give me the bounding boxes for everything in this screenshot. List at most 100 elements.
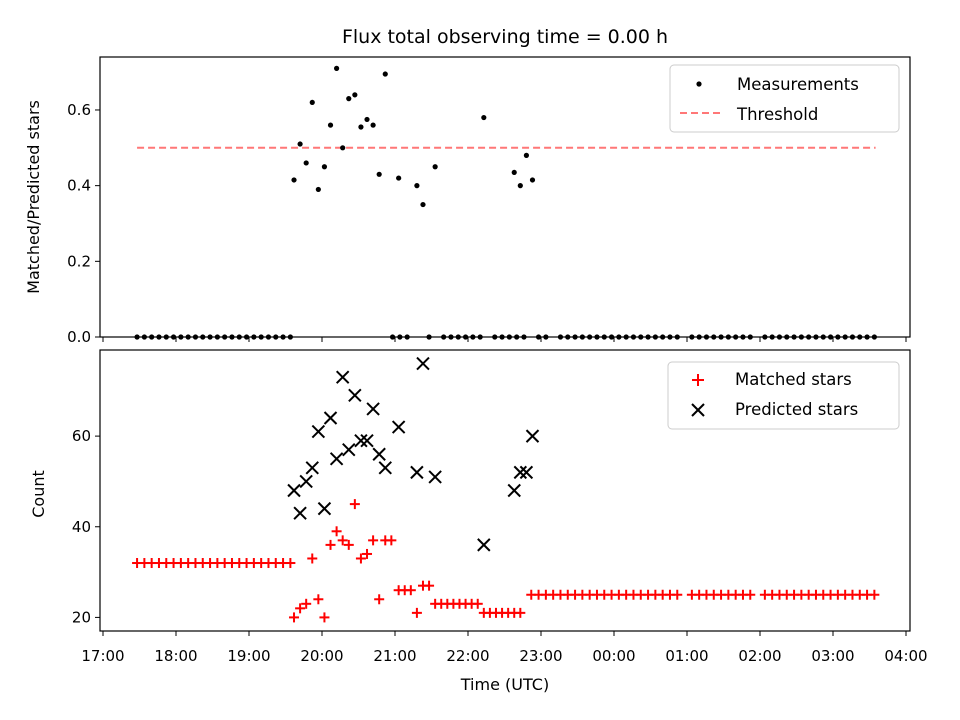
measurement-point [346, 96, 352, 102]
matched-point [362, 548, 373, 559]
predicted-point [372, 447, 386, 461]
predicted-marker-b [513, 465, 528, 480]
predicted-marker-b [305, 461, 319, 475]
matched-point [405, 585, 416, 596]
x-tick-label: 22:00 [446, 647, 489, 665]
predicted-point [366, 402, 380, 416]
matched-point [472, 598, 483, 609]
predicted-marker-b [428, 470, 442, 484]
predicted-marker-b [519, 465, 534, 480]
x-tick-label: 02:00 [738, 647, 781, 665]
predicted-marker-b [348, 388, 362, 403]
x-tick-label: 01:00 [665, 647, 708, 665]
predicted-point [305, 461, 319, 475]
matched-point [424, 580, 435, 591]
predicted-marker-b [317, 501, 332, 516]
matched-point [331, 526, 342, 537]
matched-point [411, 607, 422, 618]
top-axes-frame [99, 56, 911, 338]
measurement-point [511, 169, 517, 176]
matched-point [289, 612, 300, 623]
predicted-point [293, 506, 307, 520]
predicted-marker-b [354, 433, 368, 448]
predicted-marker-b [416, 356, 430, 371]
x-axis-label: Time (UTC) [460, 675, 549, 694]
predicted-marker-b [410, 465, 424, 480]
x-tick-label: 17:00 [81, 647, 124, 665]
measurement-point [376, 171, 382, 177]
predicted-point [329, 452, 344, 466]
matched-point [672, 589, 683, 600]
top-y-tick-label: 0.6 [67, 101, 91, 119]
measurement-point [352, 92, 358, 98]
predicted-point [410, 465, 424, 480]
predicted-point [477, 538, 491, 552]
legend-measurements-label: Measurements [737, 75, 859, 94]
matched-point [319, 612, 330, 623]
x-tick-label: 21:00 [373, 647, 416, 665]
predicted-marker-b [329, 452, 344, 466]
bottom-y-tick-label: 60 [72, 427, 91, 445]
predicted-marker-b [323, 411, 338, 425]
bottom-y-tick-label: 20 [72, 608, 91, 626]
matched-point [343, 539, 354, 550]
predicted-point [342, 443, 356, 457]
measurement-point [334, 65, 340, 71]
legend-measurements-marker [696, 81, 702, 87]
measurement-point [396, 175, 402, 181]
predicted-marker-b [360, 433, 374, 448]
predicted-point [299, 474, 313, 489]
measurement-point [432, 164, 438, 170]
predicted-marker-b [507, 483, 521, 498]
measurement-point [420, 201, 426, 208]
matched-point [374, 594, 385, 605]
measurement-point [517, 183, 523, 189]
measurement-point [414, 183, 420, 189]
top-y-tick-label: 0.0 [67, 328, 91, 346]
legend-threshold-label: Threshold [736, 105, 818, 124]
legend-predicted-label: Predicted stars [735, 400, 858, 419]
predicted-point [378, 461, 392, 475]
predicted-marker-b [525, 429, 540, 443]
x-tick-label: 19:00 [227, 647, 270, 665]
predicted-marker-b [372, 447, 386, 461]
chart-title: Flux total observing time = 0.00 h [342, 26, 668, 48]
matched-point [745, 589, 756, 600]
matched-point [307, 553, 318, 564]
matched-point [869, 589, 880, 600]
top-panel: 0.0 0.2 0.4 0.6 Matched/Predicted stars Mea… [24, 56, 911, 346]
predicted-marker-b [342, 443, 356, 457]
predicted-marker-b [378, 461, 392, 475]
top-y-tick-label: 0.4 [67, 177, 91, 195]
matched-point [515, 607, 526, 618]
predicted-marker-b [287, 483, 301, 498]
measurement-point [303, 160, 309, 166]
top-y-axis-label: Matched/Predicted stars [24, 100, 43, 294]
predicted-point [519, 465, 534, 480]
matched-point [285, 558, 296, 569]
predicted-point [416, 356, 430, 371]
predicted-point [323, 411, 338, 425]
x-tick-label: 00:00 [592, 647, 635, 665]
measurement-point [382, 71, 388, 77]
matched-point [386, 535, 397, 546]
measurement-point [523, 152, 530, 158]
measurement-point [481, 114, 487, 121]
measurement-point [529, 177, 536, 183]
predicted-point [391, 420, 406, 434]
matched-point [295, 603, 306, 614]
legend-predicted-marker [691, 403, 705, 417]
matched-point [313, 594, 324, 605]
measurement-point [327, 122, 334, 128]
predicted-point [287, 483, 301, 498]
predicted-point [525, 429, 540, 443]
legend-matched-label: Matched stars [735, 370, 852, 389]
measurement-point [297, 141, 303, 147]
bottom-legend: Matched stars Predicted stars [667, 361, 900, 430]
bottom-panel: 20 40 60 17:00 18:00 19:00 20:00 21:00 22:00 23:… [29, 349, 928, 694]
matched-point [337, 535, 348, 546]
predicted-point [354, 433, 368, 448]
predicted-marker-b [366, 402, 380, 416]
measurement-point [358, 124, 364, 130]
